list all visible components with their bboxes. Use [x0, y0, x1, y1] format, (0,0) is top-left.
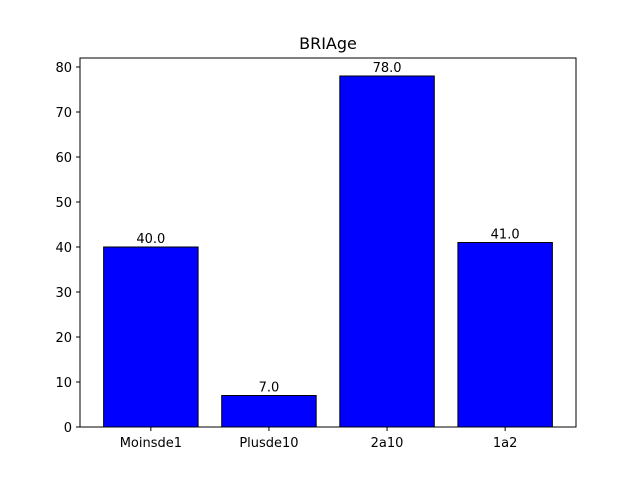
y-tick-label: 60 [55, 151, 72, 166]
y-tick-label: 20 [55, 331, 72, 346]
bar-2a10 [339, 75, 435, 428]
y-tick-label: 80 [55, 61, 72, 76]
bar-Moinsde1 [103, 246, 199, 428]
x-tick-label: Moinsde1 [120, 436, 182, 451]
bars-layer: 40.0 7.0 78.0 41.0 [103, 61, 553, 428]
y-tick-label: 30 [55, 286, 72, 301]
x-tick-label: Plusde10 [239, 436, 298, 451]
plot-frame [79, 57, 577, 428]
bar-value-label: 7.0 [259, 381, 280, 396]
x-tick-label: 1a2 [493, 436, 518, 451]
y-tick-label: 0 [64, 421, 72, 436]
axes-layer: Moinsde1 Plusde10 2a10 1a2 0 10 20 30 40 50 60 70 80 [55, 57, 577, 451]
y-tick-label: 70 [55, 106, 72, 121]
y-tick-label: 40 [55, 241, 72, 256]
bar-1a2 [457, 242, 553, 428]
y-tick-label: 50 [55, 196, 72, 211]
bar-value-label: 40.0 [136, 232, 165, 247]
y-tick-label: 10 [55, 376, 72, 391]
chart-title: BRIAge [299, 34, 357, 53]
bar-value-label: 78.0 [373, 61, 402, 76]
bar-value-label: 41.0 [491, 228, 520, 243]
bar-Plusde10 [221, 395, 317, 428]
x-tick-label: 2a10 [371, 436, 404, 451]
